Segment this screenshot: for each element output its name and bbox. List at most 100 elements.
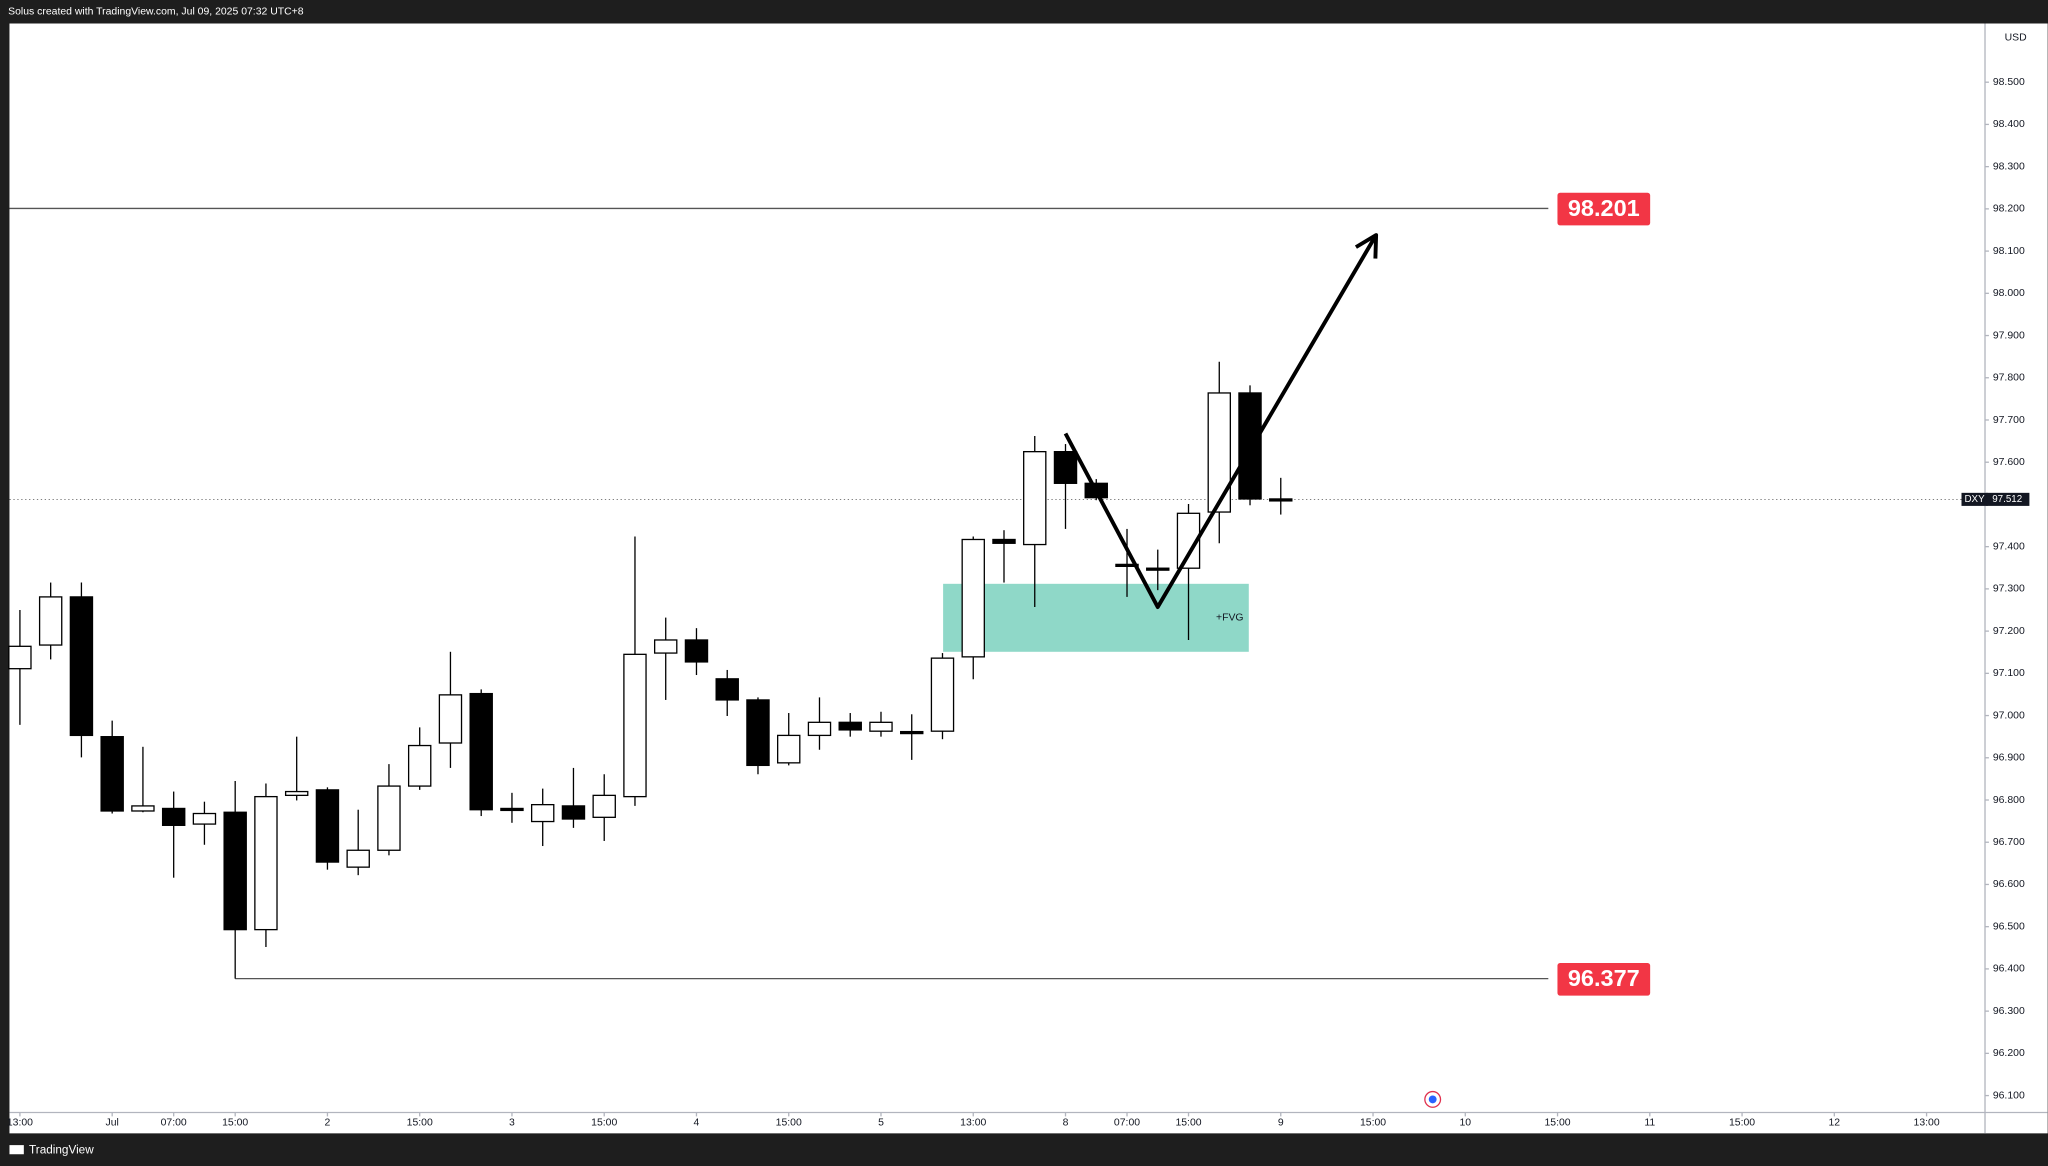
candle-body: [469, 692, 493, 811]
candle-body: [100, 736, 124, 812]
candle-body: [131, 805, 155, 812]
y-tick-label: 97.000: [1993, 710, 2025, 721]
candle-body: [530, 803, 555, 823]
level-box: [1557, 192, 1651, 226]
candle-body: [623, 653, 647, 798]
x-tick-label: 15:00: [407, 1118, 433, 1129]
candle-body: [1207, 392, 1231, 513]
y-tick-label: 97.600: [1993, 457, 2025, 468]
y-tick-label: 98.400: [1993, 119, 2025, 130]
fvg-label: +FVG: [1216, 613, 1244, 624]
candle-body: [1146, 567, 1170, 571]
candle-body: [961, 538, 985, 658]
fvg-zone: [943, 583, 1249, 652]
brand: TradingView: [9, 1143, 94, 1156]
header-text: Solus created with TradingView.com, Jul …: [8, 7, 304, 18]
y-tick-label: 96.300: [1993, 1006, 2025, 1017]
candle-body: [377, 785, 401, 851]
candle-body: [1238, 392, 1262, 500]
candle-body: [1115, 563, 1139, 568]
currency-label: USD: [2005, 33, 2027, 44]
brand-logo: [9, 1145, 24, 1155]
event-icon: [1424, 1090, 1442, 1108]
x-tick-label: 5: [878, 1118, 884, 1129]
y-tick-label: 98.500: [1993, 77, 2025, 88]
y-tick-label: 98.200: [1993, 204, 2025, 215]
level-label: 96.377: [1568, 965, 1640, 991]
candle-body: [807, 721, 832, 737]
candle-body: [684, 639, 709, 663]
candle-body: [38, 596, 63, 646]
x-tick-label: 13:00: [1914, 1118, 1940, 1129]
x-tick-label: 12: [1829, 1118, 1841, 1129]
candles: [8, 361, 1293, 979]
candle-body: [223, 811, 247, 931]
x-tick-label: 13:00: [960, 1118, 986, 1129]
y-tick-label: 98.300: [1993, 161, 2025, 172]
x-tick-label: 15:00: [1360, 1118, 1386, 1129]
y-tick-label: 96.200: [1993, 1048, 2025, 1059]
candle-body: [653, 639, 678, 654]
x-tick-label: 07:00: [161, 1118, 187, 1129]
x-tick-label: 11: [1644, 1118, 1655, 1129]
candle-body: [992, 538, 1016, 544]
symbol-box: [1961, 492, 1988, 506]
brand-text: TradingView: [29, 1143, 94, 1156]
y-tick-label: 97.300: [1993, 584, 2025, 595]
x-tick-label: 10: [1459, 1118, 1471, 1129]
y-tick-label: 96.800: [1993, 795, 2025, 806]
arrow-head: [1354, 233, 1379, 259]
event-flag-center: [1428, 1095, 1437, 1104]
y-tick-label: 98.000: [1993, 288, 2025, 299]
y-tick-label: 96.900: [1993, 753, 2025, 764]
candle-body: [500, 807, 524, 812]
candle-body: [284, 790, 309, 797]
x-tick-label: 15:00: [1729, 1118, 1755, 1129]
candle-body: [8, 645, 32, 670]
candle-body: [900, 730, 924, 735]
x-tick-label: 15:00: [1544, 1118, 1570, 1129]
candle-body: [777, 734, 801, 764]
candle-body: [1023, 451, 1047, 546]
x-tick-label: 9: [1278, 1118, 1284, 1129]
symbol-label: DXY: [1964, 494, 1985, 505]
arrow-path: [1063, 234, 1378, 610]
candle-body: [315, 789, 340, 863]
y-tick-label: 96.500: [1993, 921, 2025, 932]
candle-body: [1053, 451, 1078, 484]
x-tick-label: 4: [694, 1118, 700, 1129]
level-box: [1557, 962, 1651, 996]
y-tick-label: 97.100: [1993, 668, 2025, 679]
x-tick-label: 15:00: [1175, 1118, 1201, 1129]
y-tick-label: 97.200: [1993, 626, 2025, 637]
y-tick-label: 97.400: [1993, 541, 2025, 552]
y-tick-label: 97.800: [1993, 373, 2025, 384]
x-tick-label: Jul: [106, 1118, 119, 1129]
y-tick-label: 96.700: [1993, 837, 2025, 848]
candle-body: [746, 699, 770, 767]
y-tick-label: 96.100: [1993, 1090, 2025, 1101]
y-tick-label: 98.100: [1993, 246, 2025, 257]
candle-body: [561, 805, 586, 820]
candle-body: [192, 812, 217, 825]
candle-body: [1176, 512, 1201, 569]
x-tick-label: 15:00: [591, 1118, 617, 1129]
last-price-box: [1986, 492, 2030, 506]
candle-body: [346, 849, 370, 868]
candle-body: [438, 694, 463, 744]
x-tick-label: 15:00: [222, 1118, 248, 1129]
level-label: 98.201: [1568, 195, 1640, 221]
x-tick-label: 3: [509, 1118, 515, 1129]
last-price-label: 97.512: [1992, 494, 2022, 505]
y-tick-label: 97.700: [1993, 415, 2025, 426]
candle-body: [715, 678, 739, 701]
x-tick-label: 07:00: [1114, 1118, 1140, 1129]
candle-body: [592, 794, 616, 818]
x-tick-label: 2: [325, 1118, 331, 1129]
y-tick-label: 96.400: [1993, 964, 2025, 975]
candle-body: [869, 721, 893, 732]
candle-body: [254, 795, 278, 931]
y-tick-label: 96.600: [1993, 879, 2025, 890]
